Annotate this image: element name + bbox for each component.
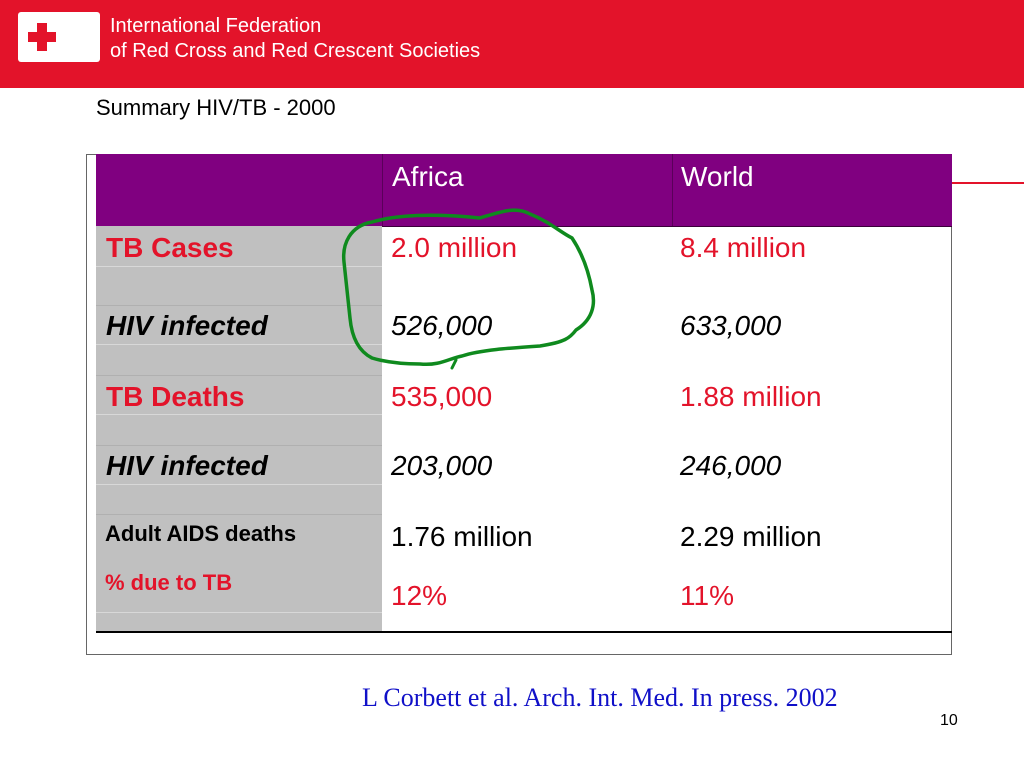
row-label-adult-aids-deaths: Adult AIDS deaths: [105, 521, 297, 546]
row-label-pct-due-to-tb: % due to TB: [105, 570, 233, 595]
row-divider: [96, 414, 382, 415]
cell-aids-deaths-world: 2.29 million: [680, 521, 822, 552]
row-label-tb-cases: TB Cases: [106, 232, 234, 263]
page-number: 10: [940, 712, 958, 729]
header-africa: Africa: [392, 161, 464, 192]
row-label-hiv-infected-cases: HIV infected: [106, 310, 268, 341]
row-label-tb-deaths: TB Deaths: [106, 381, 245, 412]
row-label-column: [96, 226, 382, 632]
cell-hiv-cases-africa: 526,000: [391, 310, 493, 341]
table-header-row: Africa World: [96, 154, 952, 227]
org-name-line2: of Red Cross and Red Crescent Societies: [110, 40, 481, 62]
row-label-hiv-infected-deaths: HIV infected: [106, 450, 268, 481]
row-divider: [96, 344, 382, 345]
header-world: World: [681, 161, 754, 192]
row-divider: [96, 484, 382, 485]
cell-hiv-deaths-world: 246,000: [680, 450, 782, 481]
cell-hiv-deaths-africa: 203,000: [391, 450, 493, 481]
header-banner: International Federation of Red Cross an…: [0, 0, 1024, 88]
cell-hiv-cases-world: 633,000: [680, 310, 782, 341]
row-divider: [96, 514, 382, 515]
table-bottom-rule: [96, 631, 952, 633]
header-cell-africa: Africa: [382, 154, 673, 226]
citation: L Corbett et al. Arch. Int. Med. In pres…: [362, 683, 838, 712]
row-divider: [96, 375, 382, 376]
red-cross-red-crescent-logo: [18, 12, 100, 62]
cell-tb-cases-world: 8.4 million: [680, 232, 807, 263]
cell-pct-world: 11%: [680, 580, 734, 611]
cell-aids-deaths-africa: 1.76 million: [391, 521, 533, 552]
cell-tb-cases-africa: 2.0 million: [391, 232, 518, 263]
slide-title: Summary HIV/TB - 2000: [96, 95, 336, 120]
decorative-red-line: [952, 182, 1024, 184]
row-divider: [96, 305, 382, 306]
cell-tb-deaths-africa: 535,000: [391, 381, 493, 412]
cell-tb-deaths-world: 1.88 million: [680, 381, 822, 412]
row-divider: [96, 266, 382, 267]
row-divider: [96, 445, 382, 446]
row-divider: [96, 612, 382, 613]
cell-pct-africa: 12%: [391, 580, 448, 611]
org-name-line1: International Federation: [110, 15, 322, 37]
header-cell-world: World: [672, 154, 953, 226]
